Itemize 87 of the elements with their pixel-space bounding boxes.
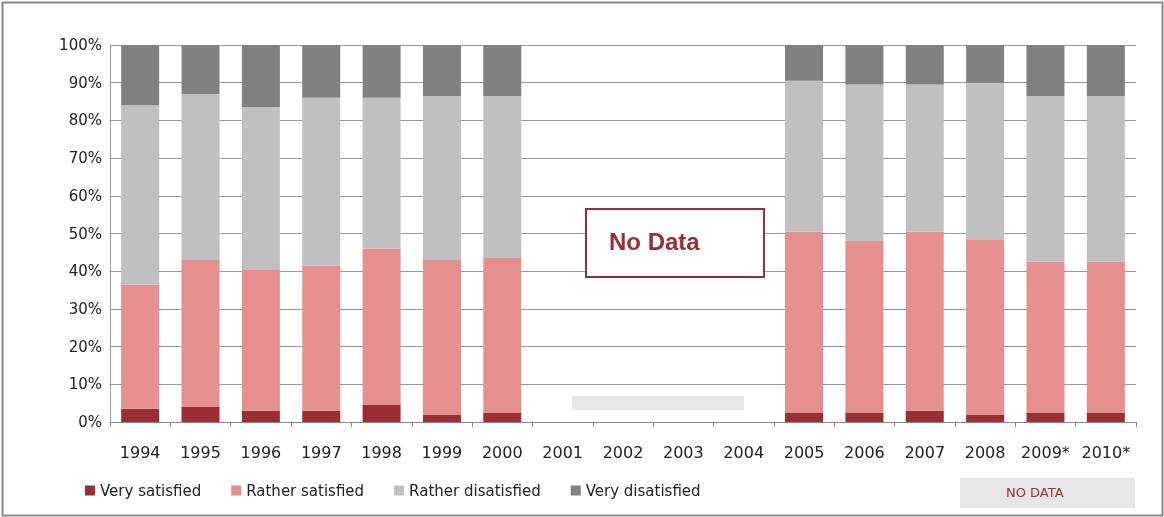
note-box: No Data [585,208,765,278]
bar [362,97,401,249]
x-tick-label: 2001 [542,442,584,462]
bar [241,107,280,270]
bar [966,45,1005,83]
bar [785,80,824,232]
y-tick-label: 10% [68,375,102,394]
y-tick-label: 80% [68,111,102,130]
bar [1026,95,1065,262]
bar [362,248,401,406]
legend-label: Very satisfied [100,481,202,500]
bar [241,410,280,422]
bar [845,241,884,413]
bar [845,45,884,85]
x-tick-label: 2004 [723,442,765,462]
bar [1086,45,1125,96]
x-tick-label: 2002 [602,442,644,462]
y-tick-label: 70% [68,149,102,168]
x-tick-label: 1994 [119,442,161,462]
bar [1026,45,1065,96]
bar [181,45,220,95]
x-tick-label: 1998 [361,442,402,462]
legend-label: Very disatisfied [585,481,701,500]
bar [1026,261,1065,413]
x-tick-label: 2003 [662,442,704,462]
x-tick-label: 1995 [180,442,221,462]
x-tick-label: 2010* [1081,442,1131,462]
bar [181,259,220,407]
bar [121,105,160,285]
bar [785,412,824,422]
bar [422,414,461,422]
bar [905,45,944,85]
bar [483,95,522,259]
y-tick-label: 50% [68,224,102,243]
x-tick-label: 2008 [964,442,1006,462]
bar [302,97,341,266]
bar [181,94,220,260]
x-tick-label: 2000 [481,442,523,462]
bar [181,406,220,422]
bar [302,265,341,411]
bar [905,231,944,411]
y-tick-label: 100% [59,36,102,54]
bar [1086,95,1125,262]
y-tick-label: 0% [78,413,102,431]
x-tick-label: 1996 [240,442,282,462]
bar [1086,261,1125,413]
label-box: NO DATA [960,478,1135,508]
legend-label: Rather satisfied [246,481,365,500]
bar [1086,412,1125,422]
bar [845,84,884,242]
y-tick-label: 30% [68,299,102,318]
bar [121,408,160,422]
x-tick-label: 1999 [421,442,463,462]
bar [905,410,944,422]
x-tick-label: 2007 [904,442,946,462]
bar [785,231,824,413]
bar [241,269,280,411]
bar [483,412,522,422]
bar [483,258,522,413]
bar [362,45,401,98]
x-tick-label: 2009* [1021,442,1070,462]
y-tick-label: 40% [68,262,102,281]
bar [302,410,341,422]
bar [483,45,522,96]
y-tick-label: 90% [68,73,102,92]
bar [785,45,824,81]
bar [966,82,1005,240]
bar [422,45,461,96]
x-tick-label: 2006 [844,442,885,462]
bar [121,284,160,409]
bar [905,84,944,232]
bar [362,405,401,422]
bar [845,412,884,422]
annotation: No Data [609,228,700,256]
bar [1026,412,1065,422]
bar [121,45,160,106]
y-tick-label: 20% [68,337,102,356]
bar [422,259,461,415]
bar [966,414,1005,422]
bar [422,95,461,260]
x-tick-label: 2005 [783,442,825,462]
bar [966,239,1005,415]
x-tick-label: 1997 [300,442,342,462]
legend-label: Rather disatisfied [409,481,541,500]
bar [241,45,280,108]
bar [302,45,341,98]
y-tick-label: 60% [68,186,102,205]
